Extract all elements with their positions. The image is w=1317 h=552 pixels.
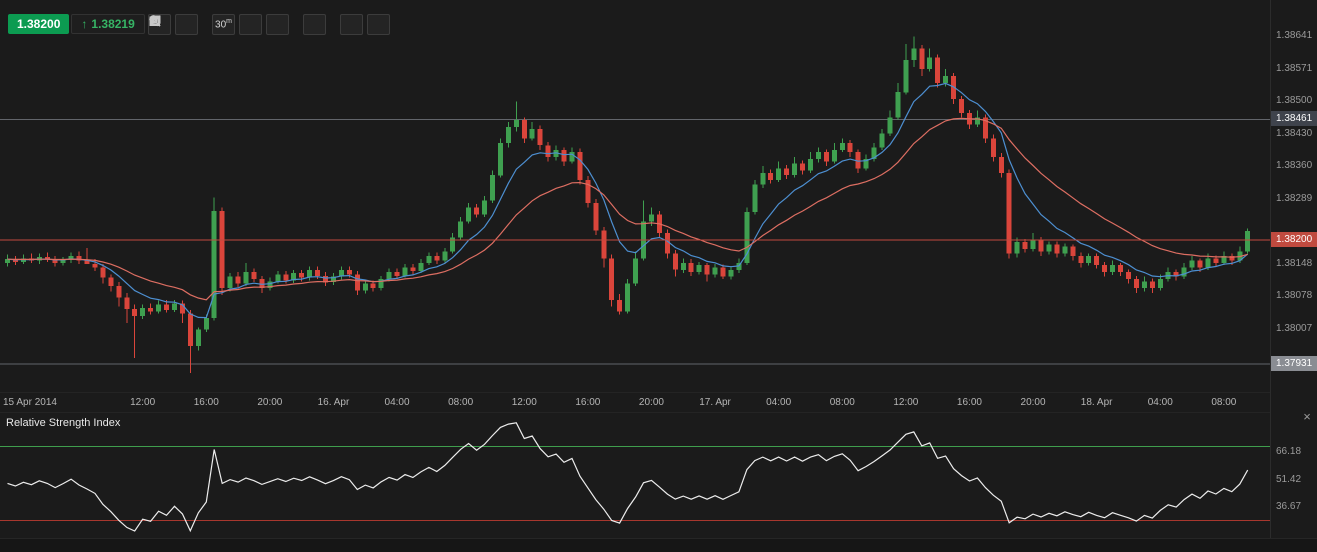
time-tick-label: 18. Apr: [1080, 397, 1113, 408]
time-tick-label: 08:00: [1211, 397, 1237, 408]
price-tick-label: 1.38007: [1276, 322, 1313, 334]
rsi-tick-label: 51.42: [1276, 473, 1302, 485]
time-axis[interactable]: 15 Apr 2014 12:00 16:00 20:00 16. Apr 04:00 08…: [0, 392, 1270, 413]
time-tick-label: 12:00: [130, 397, 156, 408]
timeframe-label: 30m: [215, 18, 232, 31]
time-tick-label: 08:00: [829, 397, 855, 408]
zoom-in-button[interactable]: [149, 14, 198, 35]
right-axis-column[interactable]: × 1.38641 1.38571 1.38500 1.38430 1.38360 1.3…: [1270, 0, 1317, 552]
candlestick-chart[interactable]: [0, 0, 1270, 392]
quote-bar: 1.38200 ↑ 1.38219: [8, 14, 145, 34]
time-tick-label: 15 Apr 2014: [3, 397, 57, 408]
price-tick-label: 1.38289: [1276, 192, 1313, 204]
level-price-badge: 1.37931: [1271, 355, 1317, 371]
up-arrow-icon: ↑: [81, 17, 88, 31]
price-tick-label: 1.38500: [1276, 95, 1313, 107]
price-chart-area[interactable]: 1.38200 ↑ 1.38219 30m: [0, 0, 1270, 392]
time-tick-label: 16:00: [575, 397, 601, 408]
chart-type-button[interactable]: [149, 14, 262, 35]
ask-price-value: 1.38219: [91, 17, 135, 31]
time-tick-label: 04:00: [384, 397, 410, 408]
time-tick-label: 20:00: [1020, 397, 1046, 408]
rsi-panel[interactable]: Relative Strength Index: [0, 412, 1270, 539]
draw-button[interactable]: [150, 14, 390, 35]
bid-price-badge[interactable]: 1.38200: [8, 14, 70, 34]
rsi-plot[interactable]: [0, 413, 1270, 539]
time-tick-label: 12:00: [511, 397, 537, 408]
price-tick-label: 1.38078: [1276, 290, 1313, 302]
price-tick-label: 1.38360: [1276, 160, 1313, 172]
time-tick-label: 20:00: [638, 397, 664, 408]
rsi-title: Relative Strength Index: [6, 417, 121, 429]
time-tick-label: 16. Apr: [317, 397, 350, 408]
ask-price-badge[interactable]: ↑ 1.38219: [71, 14, 145, 34]
price-tick-label: 1.38148: [1276, 257, 1313, 269]
bottom-scroll-area[interactable]: [0, 538, 1317, 552]
time-tick-label: 04:00: [1147, 397, 1173, 408]
price-tick-label: 1.38641: [1276, 30, 1313, 42]
rsi-tick-label: 66.18: [1276, 446, 1302, 458]
time-tick-label: 08:00: [448, 397, 474, 408]
time-tick-label: 16:00: [956, 397, 982, 408]
level-price-badge: 1.38461: [1271, 111, 1317, 127]
price-tick-label: 1.38430: [1276, 127, 1313, 139]
time-tick-label: 16:00: [193, 397, 219, 408]
time-tick-label: 17. Apr: [699, 397, 731, 408]
annotate-button[interactable]: [149, 14, 363, 35]
time-tick-label: 20:00: [257, 397, 283, 408]
rsi-tick-label: 36.67: [1276, 501, 1302, 513]
current-price-badge: 1.38200: [1271, 231, 1317, 247]
indicators-button[interactable]: [150, 14, 289, 35]
rsi-close-button[interactable]: ×: [1299, 409, 1315, 425]
chart-toolbar: 30m: [148, 14, 390, 35]
price-tick-label: 1.38571: [1276, 62, 1313, 74]
timeframe-button[interactable]: 30m: [212, 14, 235, 35]
time-tick-label: 12:00: [893, 397, 919, 408]
time-tick-label: 04:00: [766, 397, 792, 408]
copy-chart-button[interactable]: [149, 14, 326, 35]
